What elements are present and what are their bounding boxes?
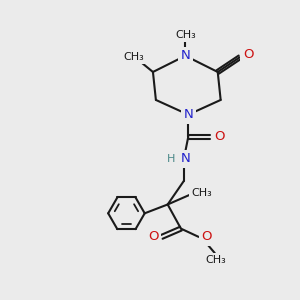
Text: CH₃: CH₃ [206, 254, 226, 265]
Text: CH₃: CH₃ [175, 30, 196, 40]
Text: O: O [214, 130, 224, 143]
Text: CH₃: CH₃ [123, 52, 144, 62]
Text: CH₃: CH₃ [191, 188, 212, 198]
Text: O: O [243, 48, 253, 61]
Text: H: H [167, 154, 176, 164]
Text: O: O [202, 230, 212, 243]
Text: N: N [183, 108, 193, 121]
Text: N: N [181, 152, 190, 165]
Text: N: N [181, 49, 190, 62]
Text: O: O [148, 230, 159, 243]
